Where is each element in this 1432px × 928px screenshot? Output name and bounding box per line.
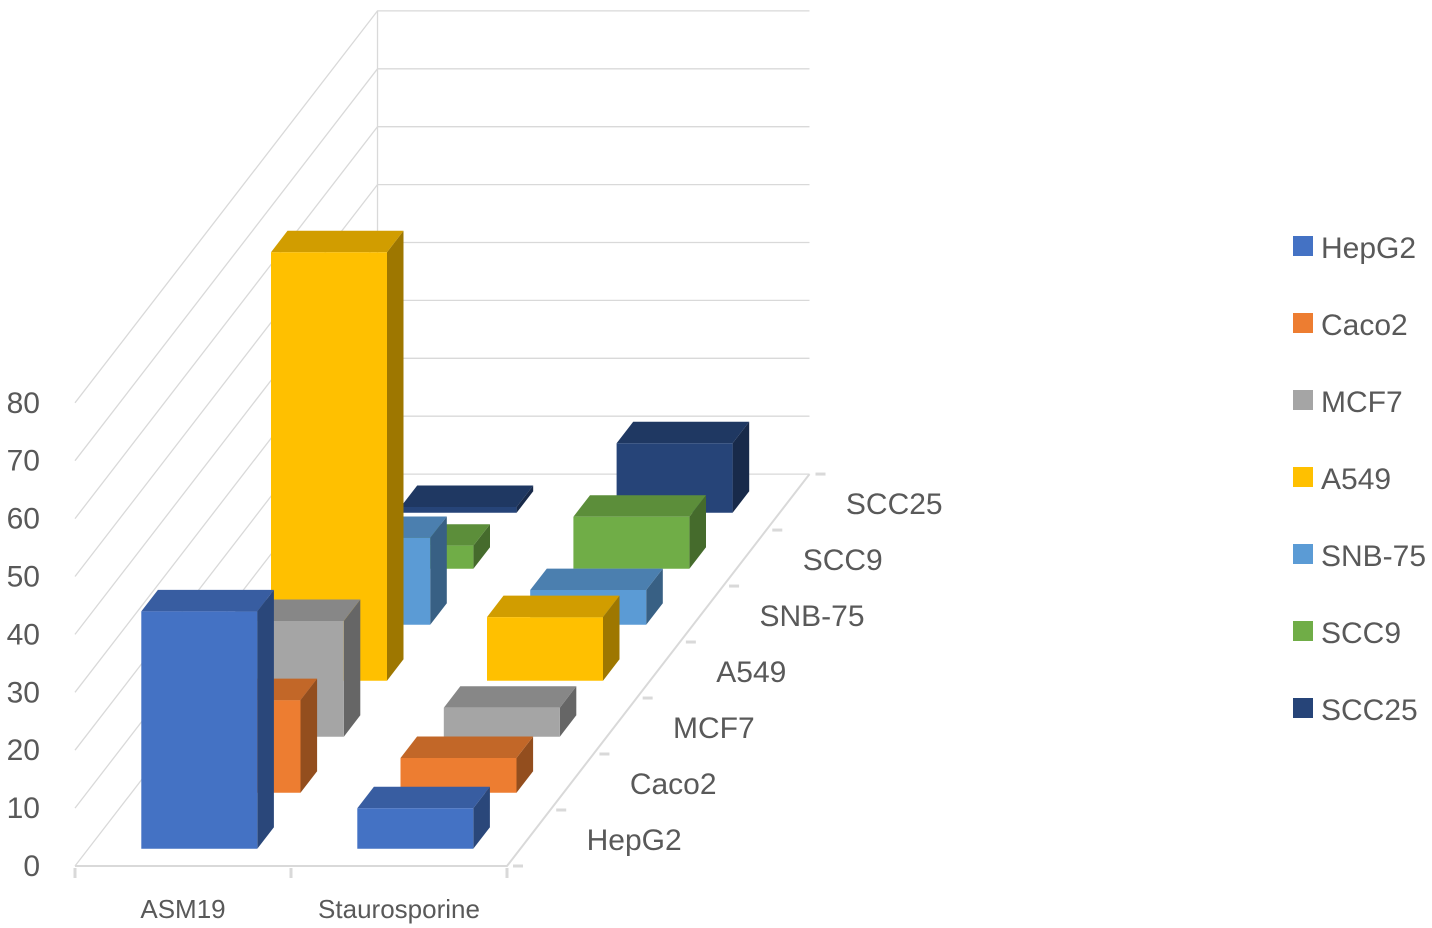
bar-front bbox=[443, 707, 560, 737]
bar-hepg2-staurosporine bbox=[357, 786, 490, 849]
bar-front bbox=[357, 808, 474, 849]
y-tick-label: 50 bbox=[7, 561, 40, 594]
bar-side bbox=[559, 686, 577, 737]
legend: HepG2 Caco2 MCF7 A549 SNB-75 SCC9 SCC25 bbox=[1293, 232, 1426, 727]
bar-side bbox=[300, 678, 318, 793]
bar-side bbox=[516, 485, 534, 513]
bar-front bbox=[400, 758, 517, 793]
gridline bbox=[74, 10, 810, 404]
depth-tick-label: SCC9 bbox=[803, 544, 883, 577]
bar-side bbox=[516, 736, 534, 793]
y-tick-label: 80 bbox=[7, 387, 40, 420]
legend-item: MCF7 bbox=[1293, 386, 1403, 419]
legend-swatch bbox=[1293, 698, 1313, 718]
legend-swatch bbox=[1293, 467, 1313, 487]
depth-tick-label: SNB-75 bbox=[759, 600, 864, 633]
legend-label: SCC25 bbox=[1321, 694, 1418, 727]
bar-top bbox=[616, 421, 750, 444]
bar-top bbox=[400, 485, 534, 507]
bar-side bbox=[689, 495, 706, 569]
bar-top bbox=[530, 568, 663, 590]
y-tick-label: 30 bbox=[7, 676, 40, 709]
bar-top bbox=[443, 686, 577, 708]
bar-front bbox=[487, 617, 603, 681]
legend-swatch bbox=[1293, 313, 1313, 333]
bar-side bbox=[473, 524, 490, 569]
depth-tick-label: SCC25 bbox=[846, 488, 943, 521]
bar-top bbox=[141, 589, 274, 612]
bar-caco2-staurosporine bbox=[400, 736, 534, 793]
legend-item: SCC25 bbox=[1293, 694, 1418, 727]
legend-label: Caco2 bbox=[1321, 309, 1408, 342]
depth-tick-label: Caco2 bbox=[630, 768, 717, 801]
bar-side bbox=[603, 595, 620, 681]
legend-item: HepG2 bbox=[1293, 232, 1416, 265]
legend-item: SCC9 bbox=[1293, 617, 1401, 650]
bar-side bbox=[257, 589, 274, 849]
bar-front bbox=[573, 516, 690, 569]
bar-a549-asm19 bbox=[271, 230, 404, 681]
legend-swatch bbox=[1293, 621, 1313, 641]
bar-front bbox=[271, 252, 387, 681]
x-tick-label: ASM19 bbox=[140, 894, 225, 924]
legend-item: A549 bbox=[1293, 463, 1391, 496]
legend-swatch bbox=[1293, 544, 1313, 564]
legend-item: Caco2 bbox=[1293, 309, 1408, 342]
bars-group bbox=[141, 230, 750, 849]
gridline bbox=[74, 68, 810, 462]
bar-scc25-asm19 bbox=[400, 485, 534, 513]
depth-tick-label: HepG2 bbox=[587, 824, 682, 857]
bar-top bbox=[357, 786, 490, 809]
y-tick-label: 40 bbox=[7, 618, 40, 651]
y-tick-label: 0 bbox=[23, 850, 40, 883]
legend-swatch bbox=[1293, 390, 1313, 410]
y-tick-label: 20 bbox=[7, 734, 40, 767]
bar-side bbox=[343, 599, 361, 737]
bar-front bbox=[400, 507, 517, 513]
legend-label: SCC9 bbox=[1321, 617, 1401, 650]
bar-side bbox=[732, 421, 750, 513]
bar-top bbox=[271, 230, 404, 253]
bar-top bbox=[487, 595, 620, 618]
bar-side bbox=[387, 230, 404, 681]
bar-side bbox=[430, 516, 447, 625]
bar-side bbox=[646, 568, 663, 625]
bar-mcf7-staurosporine bbox=[443, 686, 577, 737]
bar-scc9-staurosporine bbox=[573, 495, 706, 569]
depth-tick-label: A549 bbox=[716, 656, 786, 689]
y-axis-ticks: 0 10 20 30 40 50 60 70 80 bbox=[7, 387, 40, 883]
x-tick-label: Staurosporine bbox=[318, 894, 480, 924]
y-tick-label: 70 bbox=[7, 445, 40, 478]
y-tick-label: 60 bbox=[7, 503, 40, 536]
legend-label: MCF7 bbox=[1321, 386, 1403, 419]
legend-label: A549 bbox=[1321, 463, 1391, 496]
bar-top bbox=[573, 495, 706, 517]
bar-side bbox=[473, 786, 490, 849]
legend-label: HepG2 bbox=[1321, 232, 1416, 265]
depth-tick-label: MCF7 bbox=[673, 712, 755, 745]
x-axis-labels: ASM19 Staurosporine bbox=[140, 894, 480, 924]
bar-a549-staurosporine bbox=[487, 595, 620, 681]
legend-item: SNB-75 bbox=[1293, 540, 1426, 573]
depth-axis-labels: HepG2 Caco2 MCF7 A549 SNB-75 SCC9 SCC25 bbox=[587, 488, 943, 857]
floor-edge bbox=[75, 473, 811, 867]
bar-front bbox=[141, 611, 258, 849]
y-tick-label: 10 bbox=[7, 792, 40, 825]
bar-top bbox=[400, 736, 534, 758]
bar-hepg2-asm19 bbox=[141, 589, 274, 849]
legend-swatch bbox=[1293, 236, 1313, 256]
legend-label: SNB-75 bbox=[1321, 540, 1426, 573]
